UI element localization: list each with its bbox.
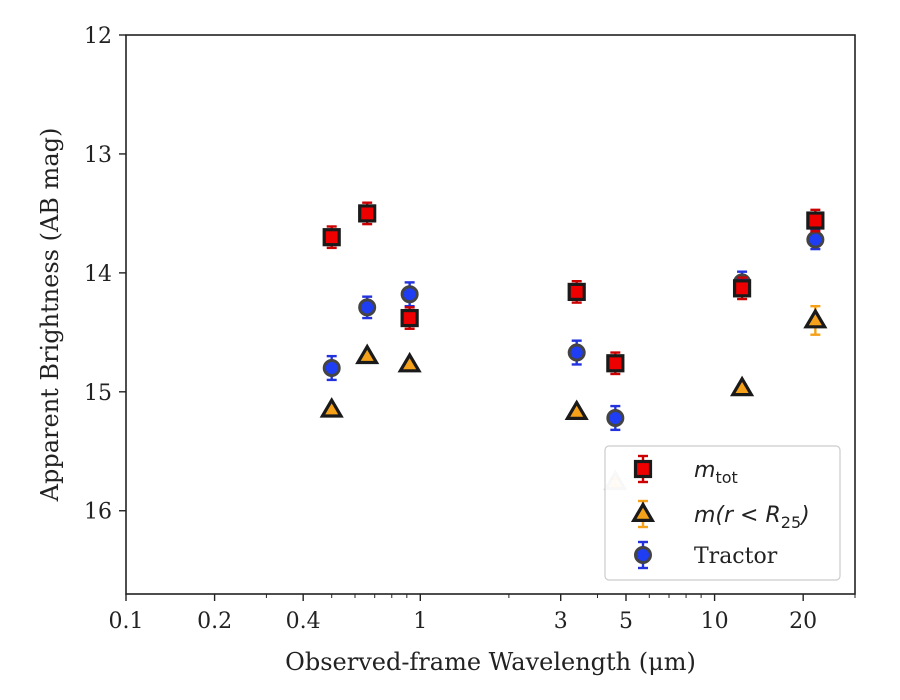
mr25-point-6 bbox=[803, 304, 828, 336]
mr25-point-3 bbox=[564, 399, 589, 421]
x-tick-label: 0.1 bbox=[109, 609, 144, 634]
tractor-point-3 bbox=[567, 339, 586, 366]
legend-subscript: 25 bbox=[781, 513, 801, 532]
series-tractor bbox=[322, 228, 825, 432]
legend-label-tractor: Tractor bbox=[694, 544, 778, 569]
x-tick-label: 0.2 bbox=[197, 609, 232, 634]
legend: mtot m(r < R25) Tractor bbox=[604, 445, 841, 581]
mtot-point-3 bbox=[567, 279, 586, 304]
y-axis-ticks: 12 13 14 15 16 bbox=[84, 24, 126, 525]
mr25-point-0 bbox=[319, 397, 344, 418]
legend-entry-tractor: Tractor bbox=[634, 540, 778, 570]
y-tick-label: 12 bbox=[84, 24, 112, 49]
mtot-point-6 bbox=[806, 208, 825, 233]
tractor-point-0 bbox=[322, 354, 341, 382]
x-tick-label: 20 bbox=[789, 609, 817, 634]
series-mtot bbox=[322, 201, 825, 376]
y-tick-label: 16 bbox=[84, 500, 112, 525]
y-axis-label: Apparent Brightness (AB mag) bbox=[36, 128, 64, 503]
x-tick-label: 10 bbox=[701, 609, 729, 634]
tractor-point-6 bbox=[806, 228, 825, 251]
y-tick-label: 14 bbox=[84, 262, 112, 287]
tractor-point-1 bbox=[358, 295, 377, 320]
legend-label-mtot: mtot bbox=[694, 458, 738, 487]
y-tick-label: 15 bbox=[84, 381, 112, 406]
series-layer bbox=[319, 201, 828, 491]
legend-subscript: tot bbox=[715, 468, 737, 487]
tractor-point-2 bbox=[400, 281, 419, 308]
legend-entry-mtot: mtot bbox=[633, 454, 738, 487]
x-tick-label: 3 bbox=[554, 609, 568, 634]
x-axis-label: Observed-frame Wavelength (μm) bbox=[285, 648, 696, 676]
x-tick-label: 1 bbox=[413, 609, 427, 634]
tractor-point-4 bbox=[606, 404, 625, 432]
x-axis-ticks: 0.1 0.2 0.4 1 3 5 10 20 bbox=[109, 594, 856, 634]
mtot-point-5 bbox=[732, 276, 752, 301]
x-tick-label: 5 bbox=[619, 609, 633, 634]
mtot-point-4 bbox=[606, 351, 625, 376]
legend-main-text: m(r < R bbox=[694, 503, 781, 528]
legend-suffix: ) bbox=[799, 503, 810, 528]
mr25-point-1 bbox=[355, 343, 380, 365]
mr25-point-5 bbox=[730, 375, 755, 397]
legend-main-text: Tractor bbox=[694, 544, 778, 569]
mtot-point-2 bbox=[400, 306, 419, 330]
x-tick-label: 0.4 bbox=[286, 609, 321, 634]
legend-box bbox=[604, 445, 841, 581]
legend-entry-mr25: m(r < R25) bbox=[630, 499, 810, 532]
y-tick-label: 13 bbox=[84, 143, 112, 168]
legend-label-mr25: m(r < R25) bbox=[694, 503, 810, 532]
mr25-point-2 bbox=[397, 351, 422, 373]
mtot-point-1 bbox=[358, 201, 377, 226]
legend-main-text: m bbox=[694, 458, 715, 483]
mtot-point-0 bbox=[322, 225, 341, 250]
plot-frame bbox=[125, 34, 856, 595]
